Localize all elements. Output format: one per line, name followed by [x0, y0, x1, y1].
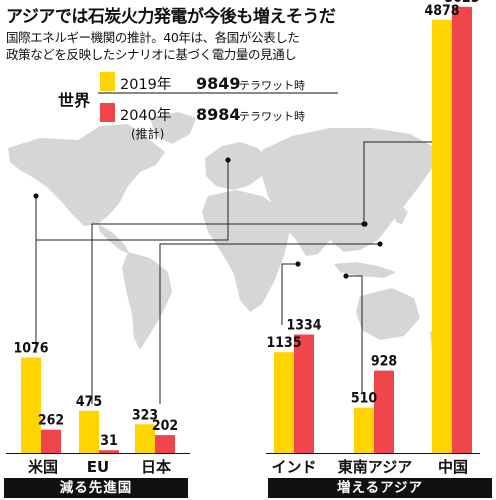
legend-swatch-2019 [100, 72, 115, 91]
category-label-usa: 米国 [28, 458, 58, 476]
bar-japan-2019 [135, 424, 155, 453]
map-australia [356, 288, 420, 340]
value-label-usa-2019: 1076 [13, 341, 48, 357]
location-dot-southeast-asia [343, 273, 349, 279]
category-labels: 米国 EU 日本 インド 東南アジア 中国 [28, 458, 468, 476]
legend-note-2040: (推計) [131, 126, 164, 141]
bar-southeast-asia-2040 [374, 370, 394, 453]
value-label-eu-2019: 475 [76, 394, 102, 410]
location-dot-eu-to-usa [225, 157, 231, 163]
chart-title: アジアでは石炭火力発電が今後も増えそうだ [6, 7, 336, 27]
value-label-japan-2040: 202 [152, 418, 178, 434]
map-north-america [8, 124, 165, 226]
value-label-india-2040: 1334 [286, 318, 321, 334]
leader-line-japan [159, 243, 380, 404]
legend-label-2019: 2019年 [120, 76, 171, 93]
legend: 世界 2019年 2040年 (推計) 9849 8984 テラワット時 テラワ… [58, 72, 338, 141]
category-label-china: 中国 [438, 458, 468, 476]
bar-india-2019 [274, 352, 294, 453]
leader-line-southeast-asia [346, 275, 363, 392]
bar-eu-2040 [99, 450, 119, 453]
category-label-india: インド [271, 458, 316, 476]
subtitle-line-2: 政策などを反映したシナリオに基づく電力量の見通し [6, 47, 297, 62]
bar-southeast-asia-2019 [354, 407, 374, 453]
subtitle-line-1: 国際エネルギー機関の推計。40年は、各国が公表した [6, 30, 300, 45]
group-banner-increasing: 増えるアジア [268, 478, 492, 498]
legend-total-2019: 9849 [196, 74, 241, 93]
map-japan [394, 206, 408, 224]
value-label-usa-2040: 262 [38, 413, 64, 429]
category-label-southeast-asia: 東南アジア [338, 458, 412, 476]
bar-china-2019 [432, 19, 452, 454]
world-map [8, 112, 440, 352]
value-label-china-2040: 5025 [444, 0, 479, 6]
location-dot-usa [33, 193, 39, 199]
legend-unit-2040: テラワット時 [239, 110, 305, 123]
value-label-india-2019: 1135 [266, 335, 301, 351]
map-indonesia [334, 262, 396, 278]
location-dot-japan [377, 241, 383, 247]
leader-line-eu-to-usa [36, 160, 229, 241]
bar-china-2040 [452, 6, 472, 454]
bar-japan-2040 [155, 435, 175, 453]
location-dot-china [361, 221, 367, 227]
map-africa [202, 190, 290, 312]
bar-eu-2019 [79, 410, 99, 453]
location-dot-india [295, 261, 301, 267]
legend-heading: 世界 [58, 91, 90, 110]
value-label-eu-2040: 31 [100, 433, 118, 449]
category-label-japan: 日本 [141, 458, 171, 476]
legend-unit-2019: テラワット時 [239, 79, 305, 92]
value-label-japan-2019: 323 [132, 407, 158, 423]
category-label-eu: EU [87, 458, 109, 476]
leader-line-eu [91, 223, 365, 404]
map-europe [205, 142, 268, 190]
bar-india-2040 [294, 334, 314, 453]
value-label-southeast-asia-2019: 510 [351, 391, 378, 407]
leader-line-india [281, 263, 298, 325]
bars [6, 6, 480, 454]
map-central-america [98, 224, 130, 254]
value-label-china-2019: 4878 [424, 3, 459, 19]
legend-swatch-2040 [100, 103, 115, 122]
legend-total-2040: 8984 [196, 105, 241, 124]
bar-usa-2040 [41, 429, 61, 453]
value-label-southeast-asia-2040: 928 [371, 354, 397, 370]
bar-usa-2019 [21, 357, 41, 453]
map-south-america [122, 252, 172, 350]
map-greenland [150, 112, 196, 144]
group-banner-decreasing: 減る先進国 [4, 478, 188, 498]
legend-label-2040: 2040年 [120, 107, 171, 124]
leader-dots [33, 157, 383, 279]
